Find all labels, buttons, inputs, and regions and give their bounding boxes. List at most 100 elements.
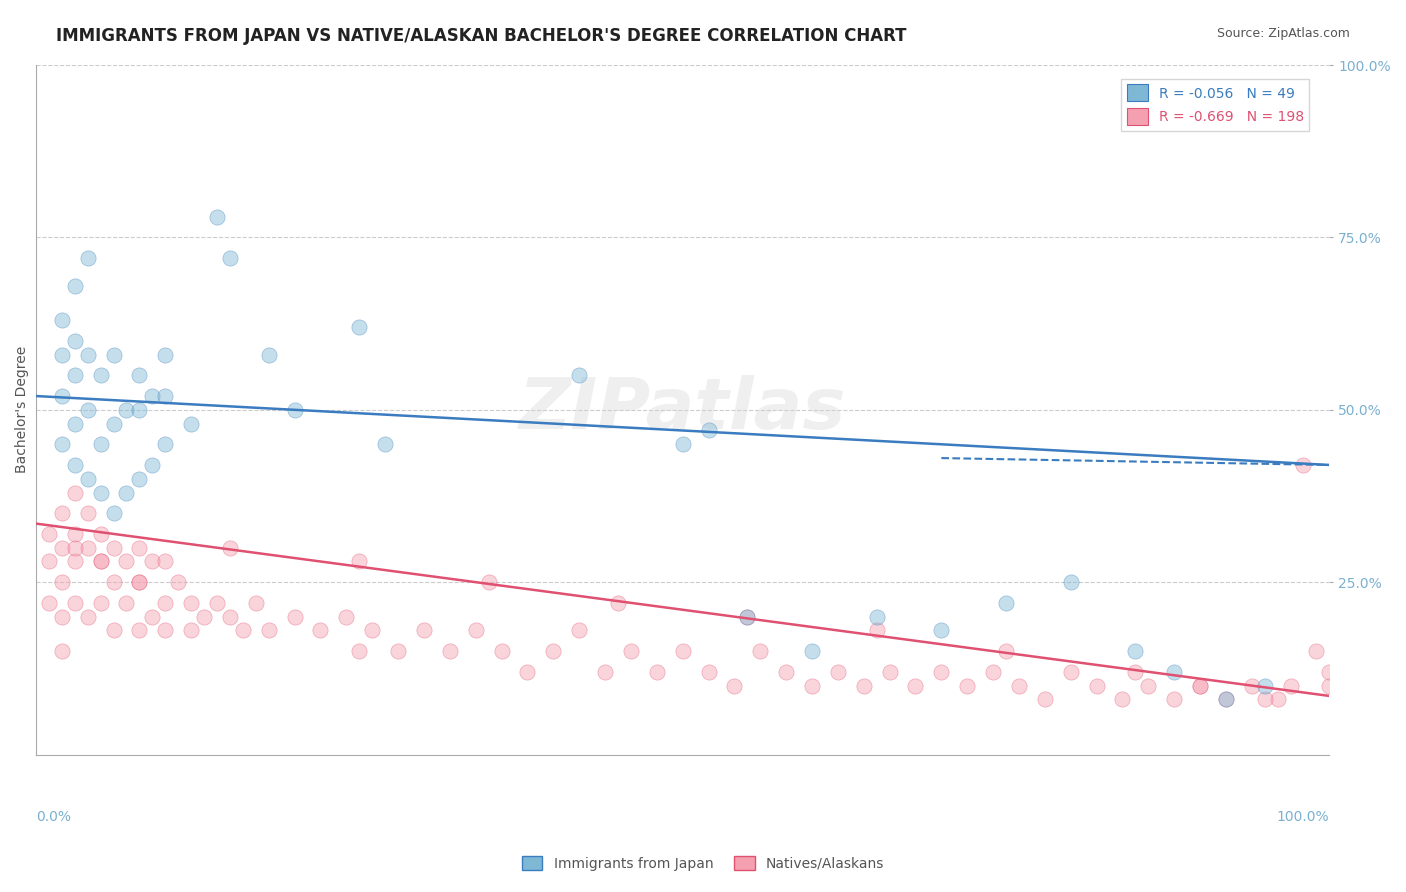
Point bbox=[76, 541, 98, 555]
Point bbox=[697, 424, 720, 438]
Point bbox=[141, 609, 163, 624]
Point bbox=[801, 679, 824, 693]
Point bbox=[38, 596, 60, 610]
Point bbox=[63, 596, 86, 610]
Point bbox=[995, 596, 1018, 610]
Point bbox=[284, 609, 307, 624]
Point bbox=[63, 458, 86, 472]
Point bbox=[51, 313, 73, 327]
Legend: R = -0.056   N = 49, R = -0.669   N = 198: R = -0.056 N = 49, R = -0.669 N = 198 bbox=[1122, 78, 1309, 131]
Point bbox=[155, 437, 177, 451]
Point bbox=[1279, 679, 1302, 693]
Point bbox=[516, 665, 538, 679]
Point bbox=[63, 527, 86, 541]
Point bbox=[1253, 679, 1275, 693]
Point bbox=[335, 609, 357, 624]
Point bbox=[180, 596, 202, 610]
Point bbox=[155, 348, 177, 362]
Point bbox=[284, 402, 307, 417]
Point bbox=[51, 575, 73, 590]
Point bbox=[1253, 692, 1275, 706]
Point bbox=[205, 210, 228, 224]
Point bbox=[801, 644, 824, 658]
Point bbox=[1305, 644, 1327, 658]
Point bbox=[257, 624, 280, 638]
Point bbox=[51, 609, 73, 624]
Point bbox=[51, 389, 73, 403]
Point bbox=[1292, 458, 1315, 472]
Point bbox=[387, 644, 409, 658]
Point bbox=[723, 679, 745, 693]
Point bbox=[63, 485, 86, 500]
Point bbox=[672, 437, 695, 451]
Point bbox=[219, 541, 242, 555]
Point bbox=[931, 665, 953, 679]
Point bbox=[128, 368, 150, 383]
Point bbox=[63, 334, 86, 348]
Point bbox=[155, 624, 177, 638]
Point bbox=[568, 368, 591, 383]
Point bbox=[205, 596, 228, 610]
Point bbox=[827, 665, 849, 679]
Point bbox=[103, 417, 125, 431]
Point bbox=[1137, 679, 1160, 693]
Point bbox=[63, 554, 86, 568]
Point bbox=[115, 596, 138, 610]
Point bbox=[103, 541, 125, 555]
Point bbox=[76, 251, 98, 265]
Point bbox=[1033, 692, 1056, 706]
Point bbox=[103, 575, 125, 590]
Point bbox=[128, 575, 150, 590]
Point bbox=[76, 609, 98, 624]
Text: 0.0%: 0.0% bbox=[37, 810, 70, 823]
Point bbox=[90, 596, 112, 610]
Point bbox=[219, 251, 242, 265]
Point bbox=[1317, 665, 1340, 679]
Point bbox=[128, 402, 150, 417]
Point bbox=[51, 348, 73, 362]
Point bbox=[361, 624, 384, 638]
Text: IMMIGRANTS FROM JAPAN VS NATIVE/ALASKAN BACHELOR'S DEGREE CORRELATION CHART: IMMIGRANTS FROM JAPAN VS NATIVE/ALASKAN … bbox=[56, 27, 907, 45]
Point bbox=[749, 644, 772, 658]
Point bbox=[167, 575, 190, 590]
Point bbox=[128, 541, 150, 555]
Point bbox=[1215, 692, 1237, 706]
Point bbox=[1188, 679, 1211, 693]
Point bbox=[63, 417, 86, 431]
Point bbox=[478, 575, 501, 590]
Point bbox=[464, 624, 486, 638]
Point bbox=[309, 624, 332, 638]
Point bbox=[90, 368, 112, 383]
Point bbox=[232, 624, 254, 638]
Point bbox=[90, 554, 112, 568]
Point bbox=[76, 472, 98, 486]
Point bbox=[737, 609, 759, 624]
Text: ZIPatlas: ZIPatlas bbox=[519, 376, 846, 444]
Text: 100.0%: 100.0% bbox=[1277, 810, 1329, 823]
Point bbox=[128, 624, 150, 638]
Point bbox=[1059, 665, 1081, 679]
Point bbox=[180, 417, 202, 431]
Point bbox=[879, 665, 901, 679]
Point bbox=[1240, 679, 1263, 693]
Point bbox=[904, 679, 927, 693]
Point bbox=[620, 644, 643, 658]
Point bbox=[866, 624, 889, 638]
Point bbox=[257, 348, 280, 362]
Point bbox=[1188, 679, 1211, 693]
Point bbox=[931, 624, 953, 638]
Point bbox=[852, 679, 875, 693]
Point bbox=[128, 575, 150, 590]
Point bbox=[697, 665, 720, 679]
Point bbox=[1267, 692, 1289, 706]
Point bbox=[180, 624, 202, 638]
Point bbox=[141, 554, 163, 568]
Point bbox=[1085, 679, 1108, 693]
Point bbox=[374, 437, 396, 451]
Point bbox=[76, 402, 98, 417]
Point bbox=[645, 665, 668, 679]
Point bbox=[193, 609, 215, 624]
Point bbox=[413, 624, 436, 638]
Point bbox=[956, 679, 979, 693]
Point bbox=[63, 541, 86, 555]
